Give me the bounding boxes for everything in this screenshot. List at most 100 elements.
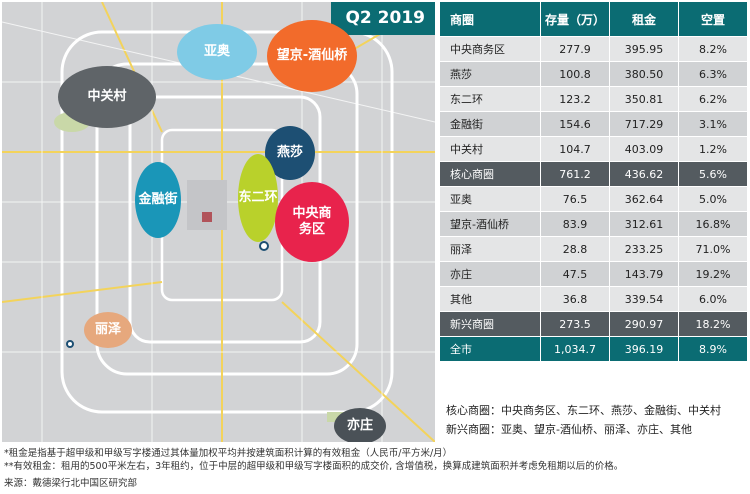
table-row: 亦庄 47.5 143.79 19.2% xyxy=(440,261,748,287)
header-rent: 租金 xyxy=(609,2,679,37)
table-row: 全市 1,034.7 396.19 8.9% xyxy=(440,336,748,361)
station-marker xyxy=(259,241,269,251)
table-row: 东二环 123.2 350.81 6.2% xyxy=(440,86,748,112)
cell-stock: 100.8 xyxy=(540,61,610,87)
cell-district: 全市 xyxy=(440,336,541,361)
district-yizhuang[interactable]: 亦庄 xyxy=(334,408,386,442)
cell-stock: 47.5 xyxy=(540,261,610,287)
cell-vacancy: 5.0% xyxy=(678,186,748,212)
footnote-rent: *租金是指基于超甲级和甲级写字楼通过其体量加权平均并按建筑面积计算的有效租金（人… xyxy=(4,448,453,459)
highway-southeast xyxy=(281,301,435,442)
road-network xyxy=(2,2,435,442)
cell-stock: 104.7 xyxy=(540,136,610,162)
footnote-effective-rent: **有效租金：租用的500平米左右，3年租约，位于中层的超甲级和甲级写字楼面积的… xyxy=(4,461,624,472)
quarter-badge: Q2 2019 xyxy=(331,2,435,35)
cell-vacancy: 18.2% xyxy=(678,311,748,337)
source-note: 来源：戴德梁行北中国区研究部 xyxy=(4,478,138,489)
cell-stock: 1,034.7 xyxy=(540,336,610,361)
cell-stock: 273.5 xyxy=(540,311,610,337)
cell-district: 金融街 xyxy=(440,111,541,137)
district-lize[interactable]: 丽泽 xyxy=(84,312,132,348)
district-cbd[interactable]: 中央商务区 xyxy=(275,182,349,262)
cell-district: 丽泽 xyxy=(440,236,541,262)
cell-rent: 396.19 xyxy=(609,336,679,361)
cell-vacancy: 8.2% xyxy=(678,36,748,62)
district-label: 亚奥 xyxy=(203,44,230,59)
district-label: 中央商务区 xyxy=(292,206,332,237)
district-label: 燕莎 xyxy=(276,145,303,160)
cell-rent: 380.50 xyxy=(609,61,679,87)
market-table: 商圈 存量（万） 租金 空置 中央商务区 277.9 395.95 8.2% 燕莎 100… xyxy=(440,2,748,361)
district-label: 丽泽 xyxy=(94,322,121,337)
district-label: 中关村 xyxy=(87,89,127,104)
district-label: 东二环 xyxy=(238,190,278,205)
cell-stock: 36.8 xyxy=(540,286,610,312)
header-stock: 存量（万） xyxy=(540,2,610,37)
cell-stock: 277.9 xyxy=(540,36,610,62)
table-row: 核心商圈 761.2 436.62 5.6% xyxy=(440,161,748,187)
cell-district: 亚奥 xyxy=(440,186,541,212)
district-label: 望京-酒仙桥 xyxy=(276,48,348,63)
table-row: 新兴商圈 273.5 290.97 18.2% xyxy=(440,311,748,337)
cell-stock: 28.8 xyxy=(540,236,610,262)
cell-district: 中央商务区 xyxy=(440,36,541,62)
cell-vacancy: 19.2% xyxy=(678,261,748,287)
cell-stock: 761.2 xyxy=(540,161,610,187)
cell-rent: 395.95 xyxy=(609,36,679,62)
table-row: 金融街 154.6 717.29 3.1% xyxy=(440,111,748,137)
cell-vacancy: 3.1% xyxy=(678,111,748,137)
cell-vacancy: 6.3% xyxy=(678,61,748,87)
cell-stock: 154.6 xyxy=(540,111,610,137)
table-header-row: 商圈 存量（万） 租金 空置 xyxy=(440,2,748,37)
table-row: 丽泽 28.8 233.25 71.0% xyxy=(440,236,748,262)
district-label: 亦庄 xyxy=(346,418,373,433)
cell-stock: 76.5 xyxy=(540,186,610,212)
cell-stock: 83.9 xyxy=(540,211,610,237)
cell-rent: 403.09 xyxy=(609,136,679,162)
cell-rent: 717.29 xyxy=(609,111,679,137)
cell-district: 其他 xyxy=(440,286,541,312)
cell-stock: 123.2 xyxy=(540,86,610,112)
palace-marker xyxy=(202,212,212,222)
cell-vacancy: 71.0% xyxy=(678,236,748,262)
map-panel[interactable]: Q2 2019 亚奥 望京-酒仙桥 中关村 燕莎 东二环 金融街 中央商务区 丽… xyxy=(2,2,435,442)
table-row: 亚奥 76.5 362.64 5.0% xyxy=(440,186,748,212)
district-zhongguancun[interactable]: 中关村 xyxy=(58,66,156,128)
station-marker xyxy=(66,340,74,348)
header-district: 商圈 xyxy=(440,2,541,37)
legend-core: 核心商圈：中央商务区、东二环、燕莎、金融街、中关村 xyxy=(446,404,721,417)
legend-emerging: 新兴商圈：亚奥、望京-酒仙桥、丽泽、亦庄、其他 xyxy=(446,423,692,436)
table-row: 望京-酒仙桥 83.9 312.61 16.8% xyxy=(440,211,748,237)
cell-vacancy: 6.0% xyxy=(678,286,748,312)
cell-rent: 233.25 xyxy=(609,236,679,262)
cell-rent: 312.61 xyxy=(609,211,679,237)
cell-vacancy: 16.8% xyxy=(678,211,748,237)
table-row: 其他 36.8 339.54 6.0% xyxy=(440,286,748,312)
cell-district: 燕莎 xyxy=(440,61,541,87)
cell-vacancy: 5.6% xyxy=(678,161,748,187)
district-yaao[interactable]: 亚奥 xyxy=(177,24,257,80)
table-row: 燕莎 100.8 380.50 6.3% xyxy=(440,61,748,87)
highway-southwest xyxy=(2,281,163,303)
header-vacancy: 空置 xyxy=(678,2,748,37)
district-wangjing[interactable]: 望京-酒仙桥 xyxy=(267,20,357,92)
cell-rent: 339.54 xyxy=(609,286,679,312)
district-dongerhuan[interactable]: 东二环 xyxy=(238,154,278,242)
cell-district: 东二环 xyxy=(440,86,541,112)
cell-district: 新兴商圈 xyxy=(440,311,541,337)
district-jinrongjie[interactable]: 金融街 xyxy=(135,162,181,238)
forbidden-city-area xyxy=(187,180,227,230)
cell-district: 亦庄 xyxy=(440,261,541,287)
cell-rent: 436.62 xyxy=(609,161,679,187)
cell-vacancy: 1.2% xyxy=(678,136,748,162)
cell-rent: 362.64 xyxy=(609,186,679,212)
table-row: 中央商务区 277.9 395.95 8.2% xyxy=(440,36,748,62)
cell-rent: 143.79 xyxy=(609,261,679,287)
cell-vacancy: 6.2% xyxy=(678,86,748,112)
cell-rent: 290.97 xyxy=(609,311,679,337)
table-row: 中关村 104.7 403.09 1.2% xyxy=(440,136,748,162)
cell-rent: 350.81 xyxy=(609,86,679,112)
cell-vacancy: 8.9% xyxy=(678,336,748,361)
cell-district: 中关村 xyxy=(440,136,541,162)
district-label: 金融街 xyxy=(138,192,178,207)
